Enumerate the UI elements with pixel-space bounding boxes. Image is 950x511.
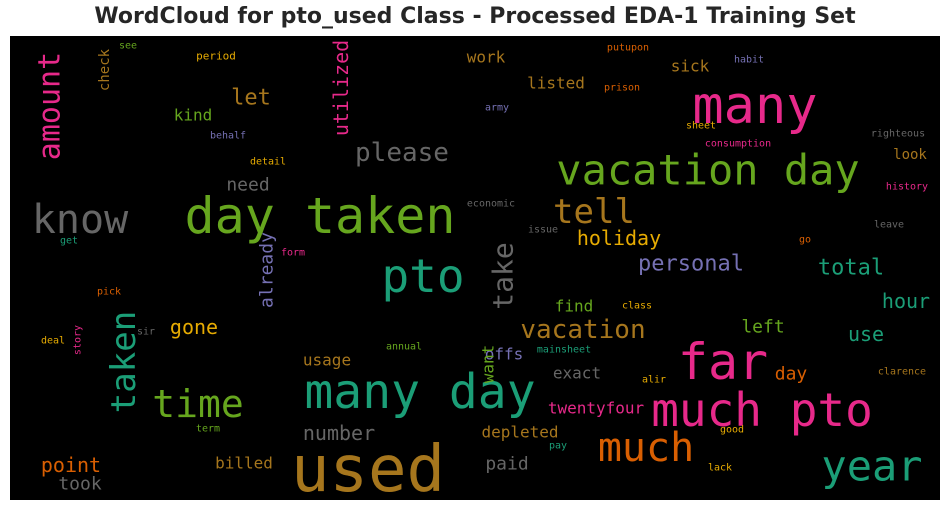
word-army: army	[485, 103, 509, 114]
word-day-taken: day taken	[185, 187, 456, 245]
word-vacation: vacation	[520, 315, 645, 345]
word-hour: hour	[882, 289, 930, 313]
word-clarence: clarence	[878, 367, 926, 378]
wordcloud-canvas: used many day day taken many vacation day far…	[10, 36, 940, 500]
word-year: year	[821, 442, 922, 491]
word-need: need	[226, 175, 269, 196]
word-let: let	[231, 86, 271, 111]
word-exact: exact	[553, 364, 601, 383]
word-find: find	[555, 297, 594, 316]
word-want: want	[479, 345, 498, 384]
word-many: many	[692, 76, 817, 136]
word-detail: detail	[250, 157, 286, 168]
word-time: time	[152, 382, 244, 426]
word-story: story	[73, 325, 84, 355]
word-taken: taken	[104, 311, 144, 413]
word-day: day	[775, 364, 808, 385]
word-point: point	[41, 453, 101, 477]
word-use: use	[848, 322, 884, 346]
word-deal: deal	[41, 336, 65, 347]
word-used: used	[291, 433, 445, 500]
word-pay: pay	[549, 441, 567, 452]
word-much-pto: much pto	[651, 383, 873, 437]
word-issue: issue	[528, 225, 558, 236]
word-sick: sick	[671, 57, 710, 76]
word-annual: annual	[386, 342, 422, 353]
word-billed: billed	[215, 454, 273, 473]
chart-title: WordCloud for pto_used Class - Processed…	[94, 4, 856, 29]
word-sheet: sheet	[686, 121, 716, 132]
word-left: left	[741, 317, 784, 338]
word-took: took	[58, 474, 102, 495]
word-number: number	[303, 421, 375, 445]
word-know: know	[32, 197, 129, 243]
word-putupon: putupon	[607, 43, 649, 54]
word-gone: gone	[170, 315, 218, 339]
word-consumption: consumption	[705, 139, 771, 150]
word-please: please	[355, 138, 449, 168]
word-usage: usage	[303, 351, 351, 370]
word-sir: sir	[137, 327, 155, 338]
word-get: get	[60, 236, 78, 247]
word-total: total	[818, 256, 884, 281]
word-go: go	[799, 235, 811, 246]
word-utilized: utilized	[329, 40, 353, 136]
word-period: period	[196, 50, 236, 63]
word-vacation-day: vacation day	[556, 146, 859, 195]
word-behalf: behalf	[210, 131, 246, 142]
word-mainsheet: mainsheet	[537, 345, 591, 356]
word-holiday: holiday	[577, 226, 661, 250]
word-pto: pto	[381, 249, 464, 303]
word-check: check	[97, 48, 113, 91]
word-form: form	[281, 248, 305, 259]
word-depleted: depleted	[481, 423, 558, 442]
word-amount: amount	[33, 52, 68, 160]
word-many-day: many day	[304, 364, 535, 420]
word-personal: personal	[638, 252, 744, 277]
word-see: see	[119, 41, 137, 52]
word-already: already	[257, 232, 278, 308]
word-far: far	[678, 333, 768, 391]
word-work: work	[467, 48, 506, 67]
word-much: much	[598, 425, 694, 471]
word-twentyfour: twentyfour	[548, 399, 645, 418]
word-righteous: righteous	[871, 129, 925, 140]
word-listed: listed	[527, 74, 585, 93]
word-tell: tell	[553, 192, 635, 232]
word-alir: alir	[642, 375, 666, 386]
word-habit: habit	[734, 55, 764, 66]
word-pick: pick	[97, 287, 121, 298]
word-kind: kind	[174, 106, 213, 125]
word-good: good	[720, 425, 744, 436]
word-look: look	[893, 147, 927, 163]
word-offs: offs	[485, 345, 524, 364]
word-take: take	[487, 242, 520, 309]
word-class: class	[622, 301, 652, 312]
word-lack: lack	[708, 463, 732, 474]
word-leave: leave	[874, 220, 904, 231]
word-prison: prison	[604, 83, 640, 94]
word-history: history	[886, 182, 928, 193]
word-economic: economic	[467, 199, 515, 210]
word-term: term	[196, 424, 220, 435]
word-paid: paid	[485, 454, 528, 475]
